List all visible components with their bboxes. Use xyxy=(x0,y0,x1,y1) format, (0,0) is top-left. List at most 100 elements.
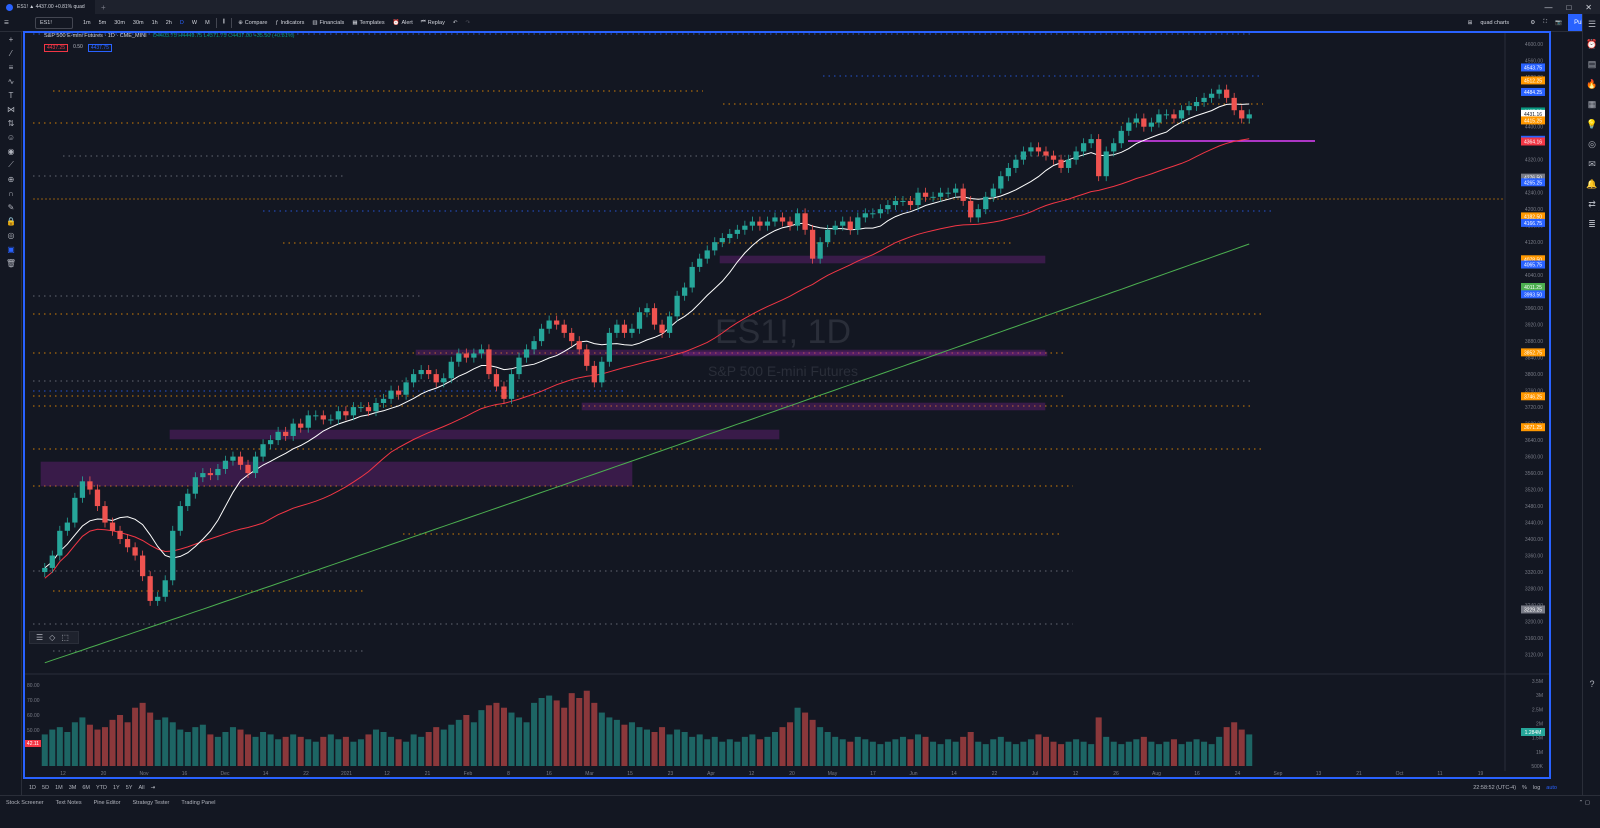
hotlist-icon[interactable]: 🔥 xyxy=(1586,78,1598,89)
volume-axis-tick: 3M xyxy=(1536,693,1543,699)
timeframe-1m[interactable]: 1m xyxy=(82,19,91,26)
ideas-icon[interactable]: 💡 xyxy=(1586,118,1598,129)
volume-bar xyxy=(561,707,568,766)
snapshot-icon[interactable]: 📷 xyxy=(1555,19,1562,26)
layout-icon[interactable]: ⊞ xyxy=(1467,19,1473,26)
visibility-icon[interactable]: ◇ xyxy=(49,633,56,642)
volume-axis-tick: 1.5M xyxy=(1532,736,1543,742)
data-window-icon[interactable]: ▤ xyxy=(1587,58,1597,69)
notifications-icon[interactable]: 🔔 xyxy=(1586,178,1598,189)
buy-button[interactable]: 4437.75 xyxy=(87,44,112,52)
candle-body xyxy=(636,312,643,329)
list-icon[interactable]: ☰ xyxy=(36,633,44,642)
templates-button[interactable]: ▦ Templates xyxy=(348,14,388,32)
range-3M[interactable]: 3M xyxy=(68,785,77,791)
alert-button[interactable]: ⏰ Alert xyxy=(389,14,417,32)
candle-body xyxy=(998,176,1004,189)
log-toggle[interactable]: log xyxy=(1532,785,1541,791)
help-icon[interactable]: ? xyxy=(1589,679,1595,689)
new-tab-button[interactable]: + xyxy=(101,2,106,12)
icons-icon[interactable]: ☺ xyxy=(6,132,16,142)
timeframe-5m[interactable]: 5m xyxy=(98,19,107,26)
order-panel-icon[interactable]: ⇄ xyxy=(1588,198,1596,209)
crosshair-icon[interactable]: + xyxy=(8,34,14,44)
range-6M[interactable]: 6M xyxy=(82,785,90,791)
stay-drawing-icon[interactable]: ✎ xyxy=(7,202,15,212)
undo-icon[interactable]: ↶ xyxy=(452,19,458,26)
dom-icon[interactable]: ≣ xyxy=(1588,218,1596,229)
price-chart[interactable]: ES1!, 1D S&P 500 E-mini Futures 4600.00 456… xyxy=(23,31,1551,779)
magnet-icon[interactable]: ∩ xyxy=(8,188,14,198)
prediction-icon[interactable]: ⇅ xyxy=(7,118,15,128)
range-1Y[interactable]: 1Y xyxy=(112,785,120,791)
close-button[interactable]: ✕ xyxy=(1585,2,1592,12)
sell-button[interactable]: 4437.25 xyxy=(44,44,69,52)
brush-icon[interactable]: ∿ xyxy=(7,76,15,86)
timeframe-2h[interactable]: 2h xyxy=(165,19,172,26)
streams-icon[interactable]: ◎ xyxy=(1588,138,1596,149)
tree-icon[interactable]: ▣ xyxy=(7,244,15,254)
zoom-icon[interactable]: ⊕ xyxy=(7,174,15,184)
volume-bar xyxy=(425,732,432,766)
range-1D[interactable]: 1D xyxy=(29,785,37,791)
indicators-button[interactable]: ƒ Indicators xyxy=(271,14,308,32)
calendar-icon[interactable]: ▦ xyxy=(1587,98,1597,109)
alerts-icon[interactable]: ⏰ xyxy=(1586,38,1598,49)
lock-icon[interactable]: 🔒 xyxy=(6,216,16,226)
range-5Y[interactable]: 5Y xyxy=(125,785,133,791)
settings-icon[interactable]: ⚙ xyxy=(1530,19,1536,26)
timeframe-30m-b[interactable]: 30m xyxy=(132,19,144,26)
browser-tab[interactable]: ES1! ▲ 4437.00 +0.81% quad xyxy=(0,0,95,14)
range-5D[interactable]: 5D xyxy=(42,785,50,791)
range-1M[interactable]: 1M xyxy=(55,785,63,791)
percent-toggle[interactable]: % xyxy=(1522,785,1527,791)
tab-trading-panel[interactable]: Trading Panel xyxy=(181,799,216,806)
chart-type-icon[interactable]: ⫼ xyxy=(222,19,226,25)
timeframe-30m-a[interactable]: 30m xyxy=(114,19,125,26)
timeframe-D[interactable]: D xyxy=(179,19,184,26)
compare-button[interactable]: ⊕ Compare xyxy=(234,14,271,32)
candle-body xyxy=(185,493,191,507)
redo-icon[interactable]: ↷ xyxy=(465,19,471,26)
select-icon[interactable]: ⬚ xyxy=(61,633,69,642)
trash-icon[interactable]: 🗑 xyxy=(5,258,17,268)
candle-body xyxy=(1216,89,1222,94)
timeframe-M[interactable]: M xyxy=(205,19,210,26)
candle-body xyxy=(719,238,725,243)
trendline-icon[interactable]: ⁄ xyxy=(10,48,12,58)
clock[interactable]: 22:58:52 (UTC-4) xyxy=(1473,785,1517,791)
eye-icon[interactable]: ◉ xyxy=(7,146,15,156)
timeframe-1h[interactable]: 1h xyxy=(151,19,158,26)
range-YTD[interactable]: YTD xyxy=(95,785,107,791)
tab-stock-screener[interactable]: Stock Screener xyxy=(6,799,44,806)
candle-body xyxy=(591,365,597,383)
tab-pine-editor[interactable]: Pine Editor xyxy=(93,799,121,806)
fullscreen-icon[interactable]: ⛶ xyxy=(1543,19,1548,25)
symbol-search[interactable]: ES1! xyxy=(34,16,73,29)
maximize-button[interactable]: □ xyxy=(1566,2,1572,12)
financials-button[interactable]: ▥ Financials xyxy=(308,14,348,32)
collapse-panel-icon[interactable]: ⌃ ▢ xyxy=(1578,799,1590,806)
menu-icon[interactable]: ☰ xyxy=(4,19,9,26)
replay-button[interactable]: ⏮ Replay xyxy=(417,14,449,32)
tab-text-notes[interactable]: Text Notes xyxy=(55,799,82,806)
hide-icon[interactable]: ◎ xyxy=(7,230,15,240)
range-All[interactable]: All xyxy=(138,785,145,791)
chats-icon[interactable]: ✉ xyxy=(1588,158,1596,169)
volume-bar xyxy=(1027,739,1034,766)
auto-toggle[interactable]: auto xyxy=(1546,785,1557,791)
fib-icon[interactable]: ≡ xyxy=(8,62,14,72)
volume-bar xyxy=(463,715,470,766)
pattern-icon[interactable]: ⋈ xyxy=(7,104,15,114)
layout-name[interactable]: quad charts xyxy=(1480,19,1510,26)
goto-date-icon[interactable]: ⇥ xyxy=(150,785,156,791)
timeframe-W[interactable]: W xyxy=(191,19,198,26)
tab-strategy-tester[interactable]: Strategy Tester xyxy=(132,799,170,806)
minimize-button[interactable]: — xyxy=(1544,2,1553,12)
ma-fast-line xyxy=(44,103,1250,569)
ruler-icon[interactable]: ⟋ xyxy=(8,160,14,169)
volume-bar xyxy=(824,732,831,766)
templates-label: Templates xyxy=(359,19,385,26)
watchlist-icon[interactable]: ☰ xyxy=(1587,18,1597,29)
text-icon[interactable]: T xyxy=(8,90,14,100)
